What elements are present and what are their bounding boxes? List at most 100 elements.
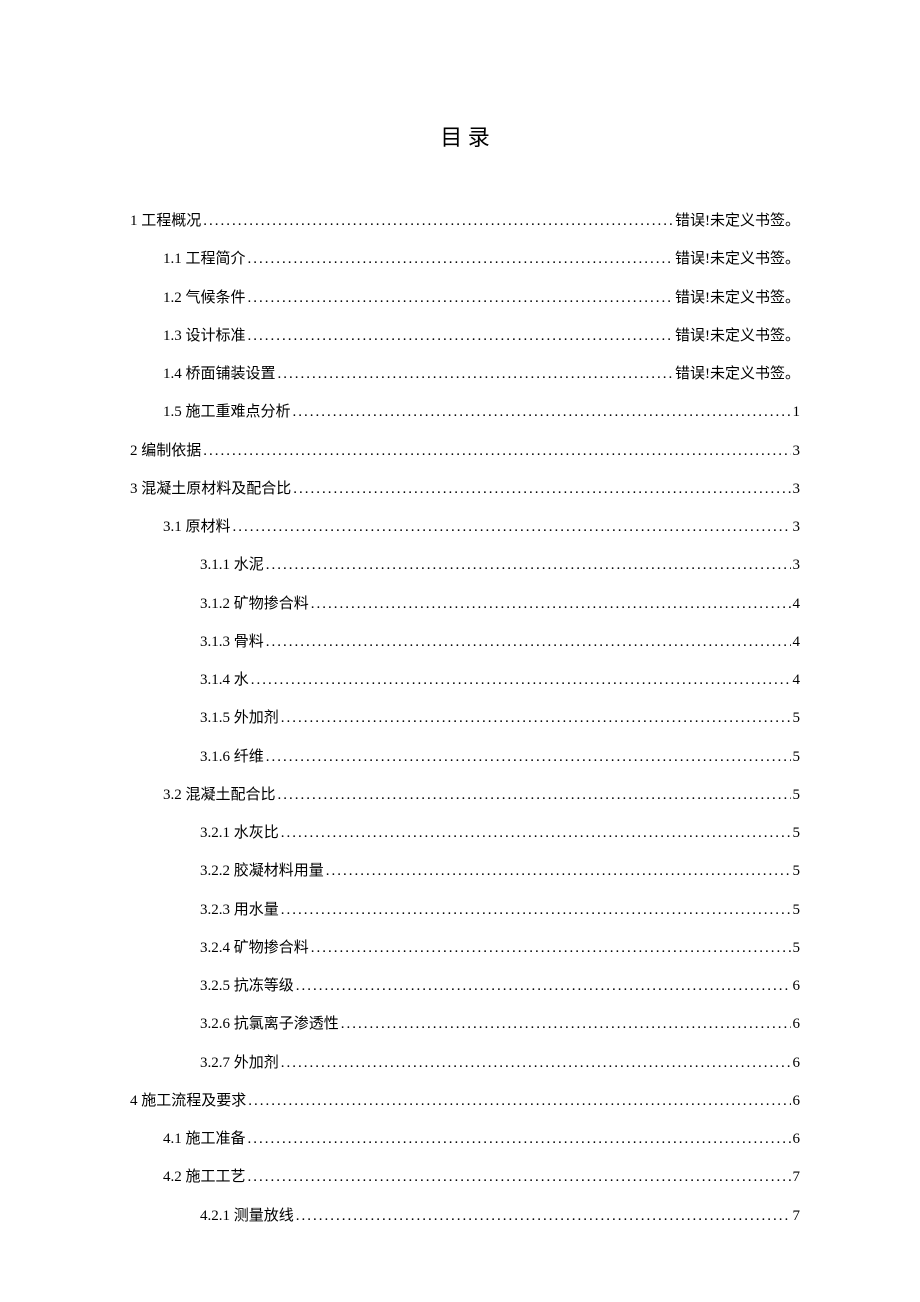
toc-entry: 3 混凝土原材料及配合比 3 <box>130 470 800 508</box>
toc-entry-label: 3.1.4 水 <box>200 661 249 699</box>
toc-entry-label: 4 施工流程及要求 <box>130 1082 246 1120</box>
toc-entry-label: 1.4 桥面铺装设置 <box>163 355 276 393</box>
toc-entry: 3.2.1 水灰比 5 <box>130 814 800 852</box>
toc-entry: 3.1.3 骨料 4 <box>130 623 800 661</box>
toc-dots <box>248 317 673 355</box>
toc-entry: 3.1.2 矿物掺合料 4 <box>130 585 800 623</box>
toc-entry-page: 5 <box>793 814 801 852</box>
toc-entry-label: 1.2 气候条件 <box>163 279 246 317</box>
toc-entry-label: 3.1 原材料 <box>163 508 231 546</box>
toc-entry-page: 4 <box>793 585 801 623</box>
toc-entry: 3.2.3 用水量 5 <box>130 891 800 929</box>
toc-entry-label: 4.1 施工准备 <box>163 1120 246 1158</box>
toc-entry: 4.2 施工工艺 7 <box>130 1158 800 1196</box>
toc-entry-label: 3.2.2 胶凝材料用量 <box>200 852 324 890</box>
toc-entry-page: 3 <box>793 432 801 470</box>
toc-dots <box>281 891 791 929</box>
toc-entry: 1.5 施工重难点分析 1 <box>130 393 800 431</box>
toc-entry: 1.1 工程简介 错误!未定义书签。 <box>130 240 800 278</box>
toc-entry-page: 错误!未定义书签。 <box>675 240 800 278</box>
toc-entry: 1.3 设计标准 错误!未定义书签。 <box>130 317 800 355</box>
toc-dots <box>341 1005 791 1043</box>
toc-entry-label: 3.1.5 外加剂 <box>200 699 279 737</box>
toc-entry-page: 5 <box>793 929 801 967</box>
toc-entry-label: 4.2.1 测量放线 <box>200 1197 294 1235</box>
toc-entry-label: 1.1 工程简介 <box>163 240 246 278</box>
toc-entry-page: 5 <box>793 852 801 890</box>
toc-entry-page: 1 <box>793 393 801 431</box>
toc-dots <box>311 929 791 967</box>
toc-entry: 3.1.6 纤维 5 <box>130 738 800 776</box>
toc-entry: 1.2 气候条件 错误!未定义书签。 <box>130 279 800 317</box>
toc-entry: 3.2.6 抗氯离子渗透性6 <box>130 1005 800 1043</box>
toc-dots <box>281 1044 791 1082</box>
toc-entry-page: 3 <box>793 470 801 508</box>
toc-entry-page: 7 <box>793 1158 801 1196</box>
toc-dots <box>311 585 791 623</box>
toc-dots <box>293 393 791 431</box>
toc-entry: 3.2.2 胶凝材料用量 5 <box>130 852 800 890</box>
toc-entry-page: 6 <box>793 1120 801 1158</box>
toc-entry: 3.1.5 外加剂 5 <box>130 699 800 737</box>
toc-entry-label: 1.5 施工重难点分析 <box>163 393 291 431</box>
toc-entry-page: 错误!未定义书签。 <box>675 202 800 240</box>
toc-entry-page: 5 <box>793 699 801 737</box>
toc-dots <box>281 699 791 737</box>
toc-entry-label: 3.2.5 抗冻等级 <box>200 967 294 1005</box>
toc-entry: 2 编制依据 3 <box>130 432 800 470</box>
toc-dots <box>326 852 791 890</box>
toc-entry-page: 错误!未定义书签。 <box>675 279 800 317</box>
toc-entry-label: 2 编制依据 <box>130 432 201 470</box>
toc-entry-page: 3 <box>793 546 801 584</box>
toc-entry-label: 4.2 施工工艺 <box>163 1158 246 1196</box>
toc-entry-label: 3 混凝土原材料及配合比 <box>130 470 291 508</box>
toc-entry-label: 3.2.1 水灰比 <box>200 814 279 852</box>
toc-entry-label: 3.2 混凝土配合比 <box>163 776 276 814</box>
toc-entry: 1.4 桥面铺装设置错误!未定义书签。 <box>130 355 800 393</box>
toc-entry: 3.2.4 矿物掺合料 5 <box>130 929 800 967</box>
toc-entry: 4 施工流程及要求6 <box>130 1082 800 1120</box>
toc-entry-page: 4 <box>793 661 801 699</box>
toc-dots <box>293 470 790 508</box>
toc-entry-label: 3.2.6 抗氯离子渗透性 <box>200 1005 339 1043</box>
toc-entry-label: 1.3 设计标准 <box>163 317 246 355</box>
toc-entry-page: 3 <box>793 508 801 546</box>
toc-entry-page: 4 <box>793 623 801 661</box>
toc-dots <box>203 202 673 240</box>
toc-entry-page: 5 <box>793 776 801 814</box>
toc-entry-label: 3.2.7 外加剂 <box>200 1044 279 1082</box>
toc-dots <box>296 1197 791 1235</box>
toc-entry: 3.1.4 水 4 <box>130 661 800 699</box>
toc-dots <box>203 432 790 470</box>
toc-entry-label: 3.2.4 矿物掺合料 <box>200 929 309 967</box>
toc-dots <box>266 623 791 661</box>
toc-entry-page: 错误!未定义书签。 <box>675 317 800 355</box>
toc-entry-page: 5 <box>793 891 801 929</box>
toc-entry: 3.2.5 抗冻等级6 <box>130 967 800 1005</box>
toc-entry: 3.1.1 水泥 3 <box>130 546 800 584</box>
toc-entry: 1 工程概况 错误!未定义书签。 <box>130 202 800 240</box>
toc-entry-label: 3.1.6 纤维 <box>200 738 264 776</box>
toc-entry: 4.2.1 测量放线 7 <box>130 1197 800 1235</box>
toc-entry-label: 3.1.3 骨料 <box>200 623 264 661</box>
toc-entry-page: 7 <box>793 1197 801 1235</box>
toc-entry-page: 5 <box>793 738 801 776</box>
toc-dots <box>266 546 791 584</box>
toc-dots <box>248 240 673 278</box>
toc-entry: 4.1 施工准备 6 <box>130 1120 800 1158</box>
toc-dots <box>296 967 791 1005</box>
toc-entry-label: 3.1.2 矿物掺合料 <box>200 585 309 623</box>
toc-entry-label: 3.1.1 水泥 <box>200 546 264 584</box>
toc-entry: 3.1 原材料 3 <box>130 508 800 546</box>
toc-dots <box>266 738 791 776</box>
document-title: 目 录 <box>130 120 800 152</box>
toc-entry: 3.2 混凝土配合比 5 <box>130 776 800 814</box>
toc-entry-label: 3.2.3 用水量 <box>200 891 279 929</box>
toc-dots <box>248 1120 791 1158</box>
toc-dots <box>248 279 673 317</box>
toc-dots <box>278 776 791 814</box>
toc-dots <box>278 355 673 393</box>
toc-dots <box>233 508 791 546</box>
toc-entry-label: 1 工程概况 <box>130 202 201 240</box>
toc-dots <box>251 661 791 699</box>
